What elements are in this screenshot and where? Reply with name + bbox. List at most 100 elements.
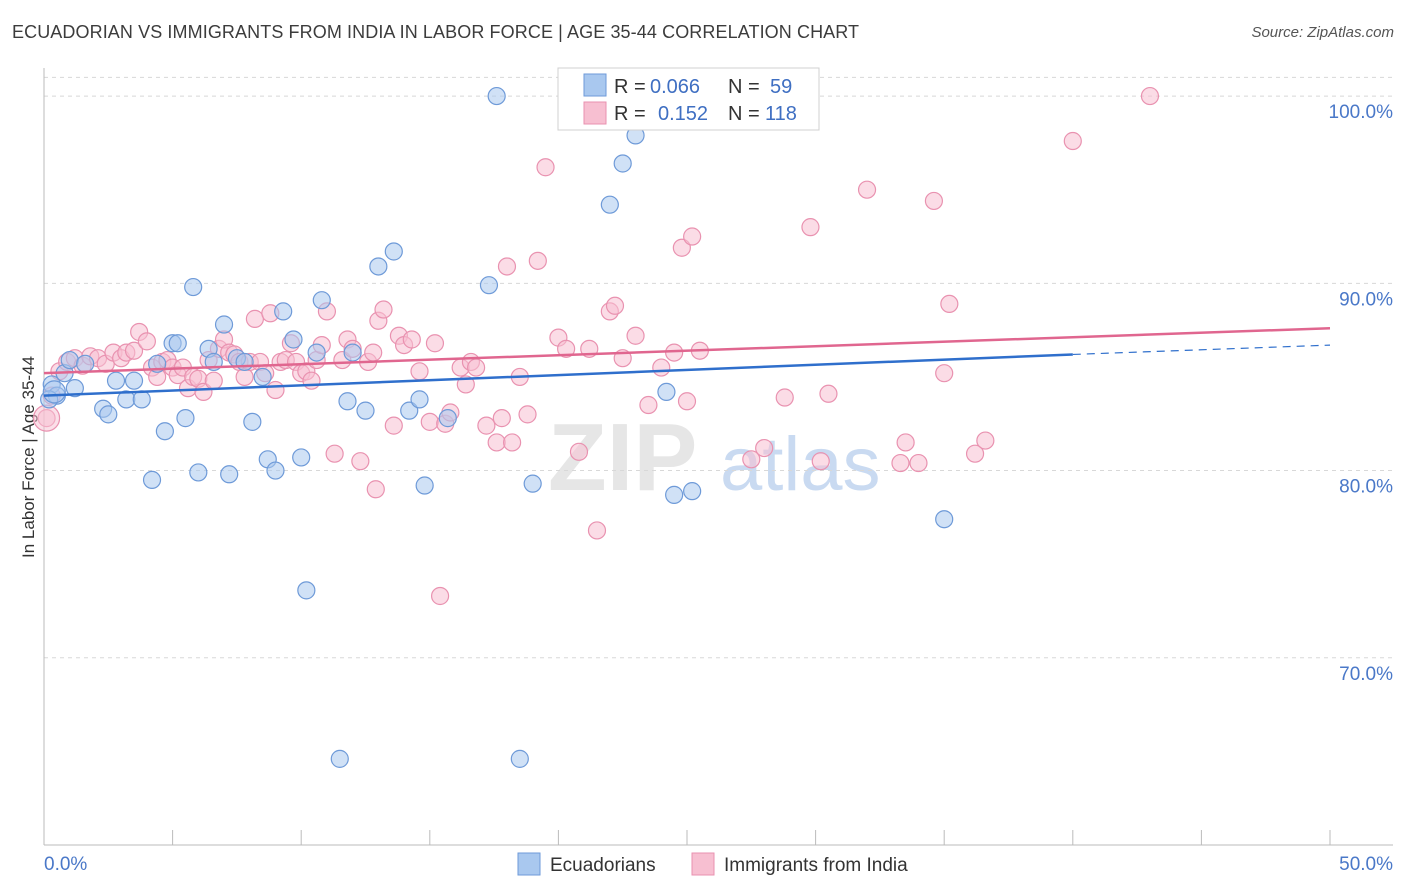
ecuadorian-point-3 <box>60 350 79 370</box>
ecuadorian-point-30 <box>274 302 293 321</box>
india-point-58 <box>374 300 393 319</box>
ecuadorian-point-36 <box>330 749 349 768</box>
india-point-112 <box>1063 131 1082 151</box>
legend-r-value-blue: 0.066 <box>650 76 700 98</box>
ecuadorian-point-34 <box>307 343 326 362</box>
ecuadorian-point-47 <box>487 86 506 106</box>
legend-swatch-blue <box>583 73 607 97</box>
india-point-25 <box>194 382 213 402</box>
ecuadorian-point-40 <box>369 257 388 276</box>
ecuadorian-point-35 <box>312 291 331 310</box>
ecuadorian-point-14 <box>155 422 174 441</box>
india-point-97 <box>742 450 761 469</box>
india-point-65 <box>425 334 445 353</box>
legend-r-value-pink: 0.152 <box>658 103 708 125</box>
y-tick-label-80: 80.0% <box>1339 477 1393 498</box>
india-point-12 <box>124 341 144 360</box>
y-tick-label-100: 100.0% <box>1329 102 1394 123</box>
legend-swatch-pink <box>583 101 607 125</box>
india-point-114 <box>497 257 517 276</box>
india-point-56 <box>364 343 383 362</box>
ecuadorian-point-51 <box>600 195 619 214</box>
ecuadorian-point-33 <box>297 581 316 600</box>
ecuadorian-point-54 <box>657 382 676 402</box>
ecuadorian-point-27 <box>253 367 272 387</box>
y-tick-label-70: 70.0% <box>1339 664 1393 685</box>
source-label: Source: ZipAtlas.com <box>1251 24 1394 41</box>
x-tick-label-max: 50.0% <box>1339 854 1393 875</box>
ecuadorian-point-26 <box>243 412 262 431</box>
india-point-74 <box>487 433 506 452</box>
india-point-79 <box>528 251 547 270</box>
chart-title: ECUADORIAN VS IMMIGRANTS FROM INDIA IN L… <box>12 22 860 42</box>
y-tick-labels: 70.0% 80.0% 90.0% 100.0% <box>1329 102 1394 685</box>
india-point-90 <box>639 395 658 415</box>
india-point-85 <box>587 521 607 540</box>
series-legend-label-ecuadorians: Ecuadorians <box>550 855 656 876</box>
series-legend: Ecuadorians Immigrants from India <box>517 852 908 876</box>
ecuadorian-point-large <box>42 380 66 404</box>
ecuadorian-point-7 <box>99 405 118 424</box>
india-point-27 <box>204 371 223 390</box>
india-point-large <box>32 404 61 432</box>
ecuadorian-point-11 <box>132 390 151 409</box>
india-point-110 <box>965 444 985 463</box>
ecuadorian-point-55 <box>665 485 684 504</box>
india-point-108 <box>935 364 954 383</box>
ecuadorian-point-46 <box>479 276 499 295</box>
ecuadorian-point-57 <box>935 510 954 529</box>
ecuadorian-point-31 <box>284 330 303 349</box>
india-point-14 <box>137 332 156 351</box>
india-point-104 <box>891 453 910 473</box>
india-point-46 <box>302 371 321 390</box>
ecuadorian-trend-line <box>43 353 1073 397</box>
india-point-103 <box>857 180 877 199</box>
ecuadorian-point-48 <box>510 749 529 768</box>
india-point-87 <box>605 296 625 315</box>
india-point-63 <box>410 362 429 381</box>
india-point-94 <box>677 392 697 411</box>
india-point-99 <box>775 388 794 407</box>
trend-lines <box>43 326 1331 397</box>
legend-n-value-blue: 59 <box>770 76 792 98</box>
ecuadorian-point-39 <box>356 401 375 420</box>
india-point-54 <box>351 452 370 471</box>
india-point-73 <box>477 416 496 435</box>
ecuadorian-point-52 <box>613 154 632 173</box>
india-point-89 <box>626 326 645 345</box>
ecuadorian-point-16 <box>168 334 187 353</box>
ecuadorian-trend-extension <box>1072 344 1331 356</box>
ecuadorian-point-44 <box>415 476 434 495</box>
legend-n-value-pink: 118 <box>765 103 797 125</box>
india-point-64 <box>420 412 439 431</box>
ecuadorian-point-4 <box>65 379 84 398</box>
india-point-82 <box>557 339 576 358</box>
ecuadorian-point-8 <box>106 371 126 390</box>
india-point-80 <box>536 158 555 177</box>
ecuadorian-point-29 <box>266 461 285 480</box>
india-point-78 <box>518 405 537 424</box>
legend-r-label-blue: R = <box>614 76 646 98</box>
india-point-50 <box>325 444 344 463</box>
india-trend-line <box>43 326 1331 375</box>
ecuadorian-point-17 <box>176 409 195 428</box>
india-point-106 <box>909 453 928 473</box>
india-point-107 <box>924 191 944 211</box>
ecuadorian-point-25 <box>235 352 254 372</box>
ecuadorian-point-12 <box>142 470 162 490</box>
india-point-93 <box>672 238 691 257</box>
x-ticks <box>43 830 1331 845</box>
ecuadorian-point-43 <box>410 390 429 409</box>
india-point-59 <box>384 416 403 435</box>
india-point-62 <box>402 330 421 349</box>
axes <box>43 68 1393 846</box>
india-point-66 <box>430 586 450 606</box>
ecuadorian-point-22 <box>214 315 234 334</box>
legend-r-label-pink: R = <box>614 103 646 125</box>
india-point-113 <box>1140 86 1160 106</box>
india-point-75 <box>492 409 511 428</box>
ecuadorian-point-42 <box>400 401 419 420</box>
india-point-98 <box>755 438 774 458</box>
india-point-109 <box>940 294 959 314</box>
